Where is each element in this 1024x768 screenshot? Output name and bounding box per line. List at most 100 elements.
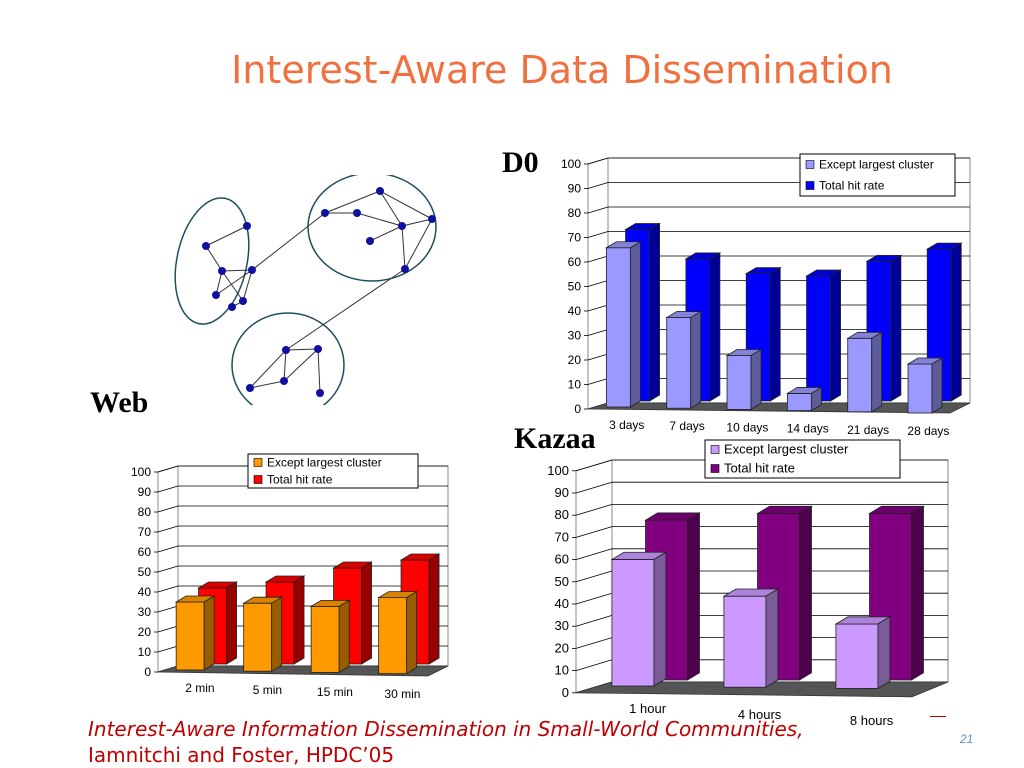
gridline-side — [157, 525, 179, 533]
y-tick-label: 30 — [568, 329, 582, 343]
bar-except-largest-cluster — [722, 588, 780, 688]
gridline-side — [157, 505, 179, 513]
kazaa-chart: 0 10 20 30 40 50 60 70 80 90 100 1 hour 4 hours 8 hou… — [540, 438, 950, 728]
y-tick-label: 100 — [131, 465, 151, 479]
d0-label: D0 — [502, 146, 539, 179]
gridline-side — [575, 637, 613, 649]
x-tick-label: 8 hours — [850, 713, 894, 728]
gridline-side — [587, 206, 609, 214]
gridline-side — [575, 615, 613, 627]
y-tick-label: 80 — [138, 505, 152, 519]
small-world-network-diagram — [170, 172, 450, 418]
gridline-side — [587, 157, 609, 165]
gridline-side — [587, 353, 609, 361]
gridline-side — [157, 585, 179, 593]
web-chart: 0 10 20 30 40 50 60 70 80 90 100 2 min 5 min 15 min 30… — [120, 452, 450, 702]
cluster-ellipse — [307, 172, 437, 282]
y-tick-label: 40 — [555, 596, 569, 611]
bar-total-hit-rate — [264, 575, 306, 665]
x-tick-label: 3 days — [609, 418, 644, 432]
web-label: Web — [90, 386, 149, 419]
bar-except-largest-cluster — [242, 596, 284, 672]
x-tick-label: 21 days — [847, 423, 889, 437]
y-tick-label: 10 — [568, 378, 582, 392]
y-tick-label: 100 — [561, 157, 581, 171]
y-tick-label: 30 — [138, 605, 152, 619]
x-tick-label: 15 min — [317, 685, 353, 699]
y-tick-label: 100 — [547, 463, 569, 478]
bar-except-largest-cluster — [725, 348, 763, 411]
gridline-side — [157, 565, 179, 573]
gridline-side — [157, 605, 179, 613]
gridline-side — [157, 645, 179, 653]
y-tick-label: 0 — [144, 665, 151, 679]
gridline-side — [575, 592, 613, 605]
legend-box — [704, 439, 901, 479]
bar-except-largest-cluster — [846, 331, 884, 413]
legend-swatch — [710, 445, 720, 454]
citation-title: Interest-Aware Information Dissemination… — [88, 717, 804, 741]
gridline-side — [157, 485, 179, 493]
y-tick-label: 60 — [555, 552, 569, 567]
gridline-side — [587, 329, 609, 336]
y-tick-label: 80 — [555, 507, 569, 522]
legend-box — [247, 453, 419, 489]
y-tick-label: 60 — [568, 255, 582, 269]
y-tick-label: 70 — [138, 525, 152, 539]
slide-number: 21 — [960, 732, 974, 746]
chart-floor — [157, 665, 449, 677]
gridline-side — [587, 231, 609, 238]
bar-except-largest-cluster — [785, 386, 823, 412]
citation: Interest-Aware Information Dissemination… — [88, 716, 804, 768]
gridline-side — [587, 304, 609, 312]
x-tick-label: 5 min — [253, 683, 282, 697]
bar-except-largest-cluster — [834, 616, 892, 690]
y-tick-label: 70 — [555, 529, 569, 544]
y-tick-label: 20 — [555, 640, 569, 655]
y-tick-label: 40 — [568, 304, 582, 318]
bar-except-largest-cluster — [665, 310, 703, 409]
x-tick-label: 14 days — [787, 422, 829, 436]
legend-swatch — [805, 160, 815, 169]
kazaa-svg: 0 10 20 30 40 50 60 70 80 90 100 1 hour 4 hours 8 hou… — [547, 439, 949, 728]
y-tick-label: 60 — [138, 545, 152, 559]
gridline-side — [575, 526, 613, 538]
slide-title: Interest-Aware Data Dissemination — [231, 48, 893, 92]
y-tick-label: 0 — [574, 402, 581, 416]
gridline-side — [587, 255, 609, 263]
legend-label: Total hit rate — [724, 461, 795, 476]
bar-total-hit-rate — [744, 266, 782, 402]
gridline-side — [157, 465, 179, 473]
y-tick-label: 10 — [138, 645, 152, 659]
bar-except-largest-cluster — [610, 551, 668, 687]
gridline-side — [575, 504, 613, 516]
x-tick-label: 28 days — [907, 424, 949, 438]
y-tick-label: 0 — [562, 685, 569, 700]
y-tick-label: 50 — [555, 574, 569, 589]
legend-swatch — [253, 458, 263, 467]
footer-dash — [930, 716, 946, 717]
citation-authors: Iamnitchi and Foster, HPDC’05 — [88, 743, 395, 767]
gridline-side — [575, 481, 613, 494]
bar-except-largest-cluster — [309, 599, 351, 674]
gridline-side — [587, 182, 609, 189]
x-tick-label: 7 days — [669, 419, 704, 433]
y-tick-label: 20 — [568, 353, 582, 367]
d0-svg: 0 10 20 30 40 50 60 70 80 90 100 3 days 7 days 10 day… — [561, 153, 971, 438]
y-tick-label: 70 — [568, 231, 582, 245]
bar-except-largest-cluster — [174, 595, 216, 671]
y-tick-label: 80 — [568, 206, 582, 220]
cluster-ellipse — [174, 197, 250, 325]
y-tick-label: 50 — [138, 565, 152, 579]
bar-except-largest-cluster — [377, 590, 419, 675]
gridline-side — [575, 570, 613, 583]
y-tick-label: 20 — [138, 625, 152, 639]
gridline-side — [575, 548, 613, 560]
gridline-side — [575, 459, 613, 472]
legend-swatch — [710, 464, 720, 473]
legend-swatch — [805, 181, 815, 190]
y-tick-label: 90 — [568, 182, 582, 196]
y-tick-label: 90 — [138, 485, 152, 499]
x-tick-label: 4 hours — [738, 707, 782, 722]
x-tick-label: 2 min — [185, 681, 214, 695]
